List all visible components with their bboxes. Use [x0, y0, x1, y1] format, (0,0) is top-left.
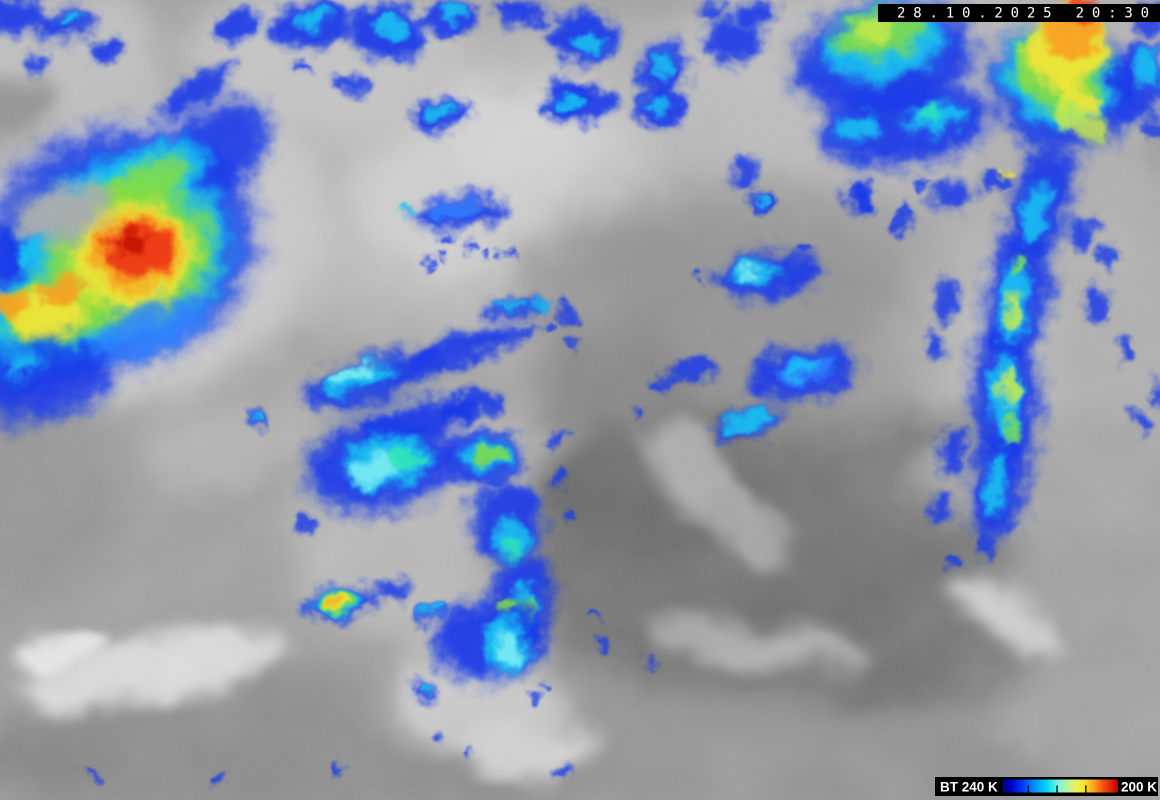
legend-label-right: 200 K: [1121, 780, 1157, 795]
legend-ticks: [1027, 785, 1087, 793]
legend-gradient-bar: [1003, 779, 1118, 793]
legend-label-left: BT 240 K: [940, 780, 998, 795]
colorbar-legend: BT 240 K 200 K: [935, 777, 1158, 796]
timestamp-bar: [878, 4, 1160, 22]
timestamp-overlay: 28.10.2025 20:30: [878, 4, 1160, 22]
